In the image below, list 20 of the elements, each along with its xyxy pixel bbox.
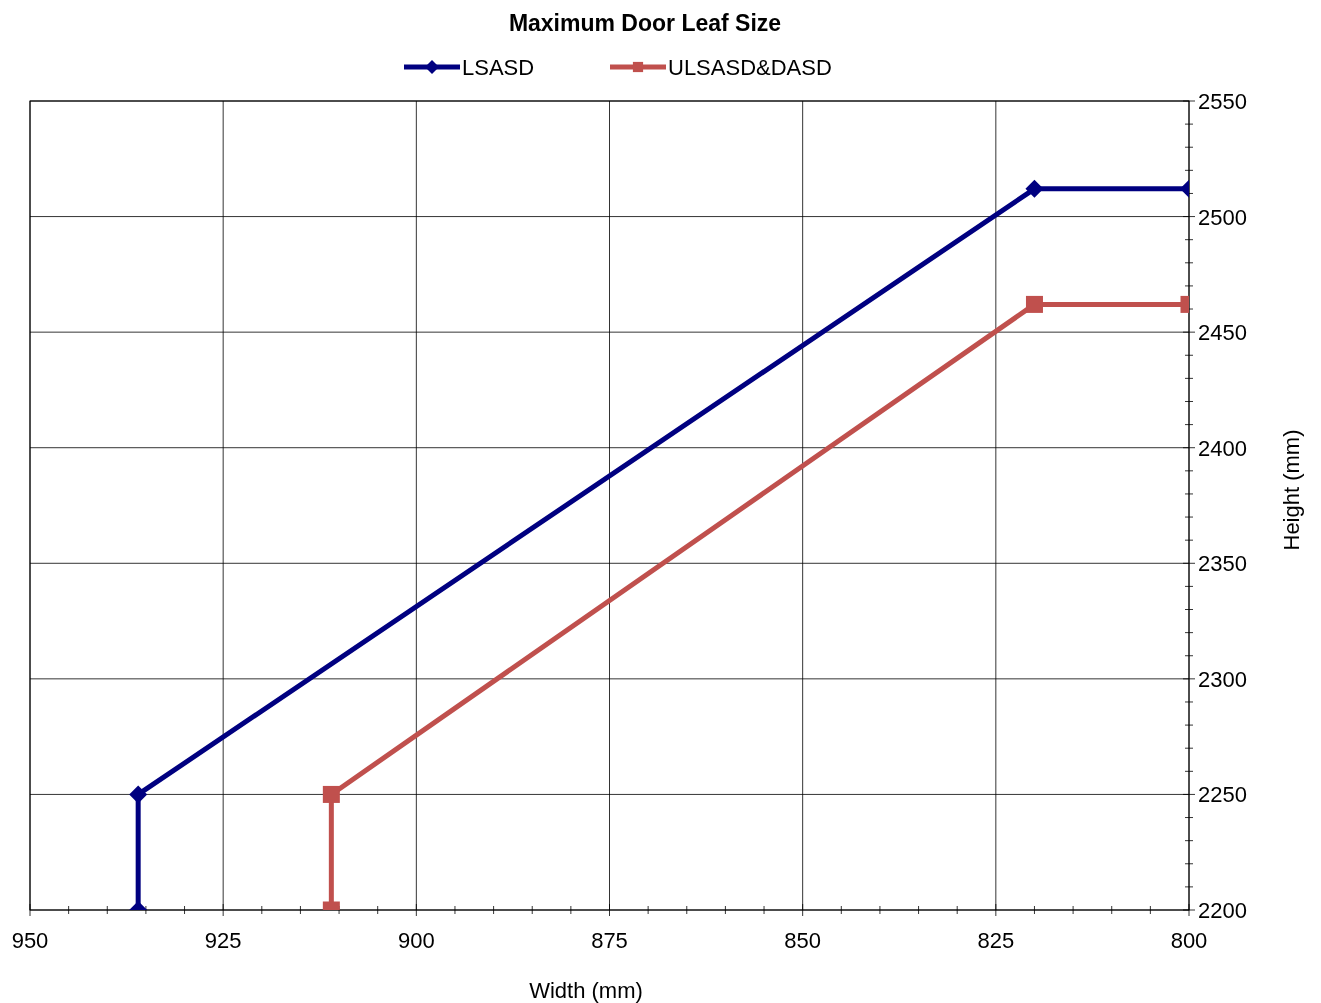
- y-axis-title: Height (mm): [1279, 429, 1304, 551]
- x-tick-label: 850: [784, 928, 822, 953]
- y-tick-label: 2250: [1198, 782, 1247, 808]
- x-tick-label: 950: [11, 928, 49, 953]
- legend-label: LSASD: [462, 55, 535, 80]
- y-tick-label: 2500: [1198, 204, 1247, 230]
- chart-title: Maximum Door Leaf Size: [508, 10, 782, 36]
- x-tick-label: 925: [204, 928, 242, 953]
- y-tick-label: 2400: [1198, 435, 1247, 461]
- y-tick-label: 2350: [1198, 551, 1247, 577]
- x-tick-label: 900: [397, 928, 435, 953]
- y-tick-label: 2200: [1198, 898, 1247, 923]
- x-tick-label: 800: [1170, 928, 1208, 953]
- x-tick-label: 875: [591, 928, 628, 953]
- y-tick-label: 2300: [1198, 666, 1247, 692]
- legend-label: ULSASD&DASD: [668, 55, 832, 80]
- x-tick-label: 825: [977, 928, 1015, 953]
- y-tick-label: 2550: [1198, 89, 1247, 114]
- x-axis-title: Width (mm): [529, 978, 643, 1003]
- y-tick-label: 2450: [1198, 320, 1247, 346]
